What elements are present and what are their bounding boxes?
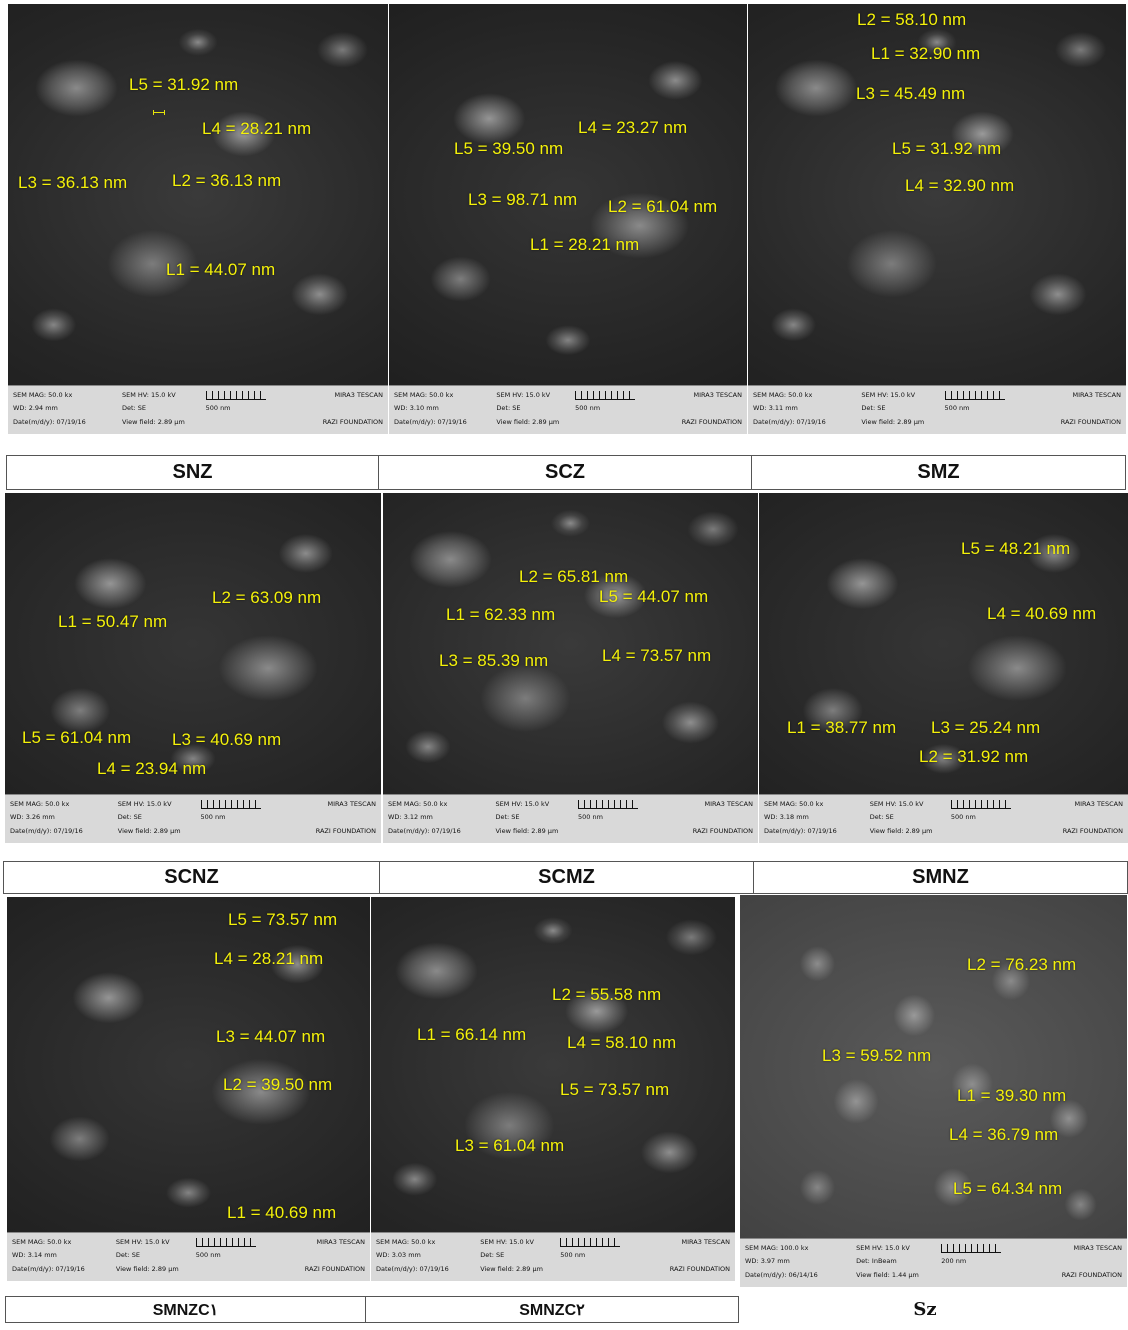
sem-image-sz: L2 = 76.23 nm L3 = 59.52 nm L1 = 39.30 n… (740, 895, 1127, 1287)
measurement-l4: L4 = 23.94 nm (97, 759, 207, 778)
measurement-l4: L4 = 28.21 nm (214, 949, 324, 968)
measurement-l5: L5 = 48.21 nm (961, 539, 1071, 558)
sem-databar: SEM MAG: 50.0 kx SEM HV: 15.0 kV MIRA3 TE… (371, 1232, 735, 1281)
sem-databar: SEM MAG: 50.0 kx SEM HV: 15.0 kV MIRA3 TE… (5, 794, 381, 843)
measurement-l5: L5 = 31.92 nm (892, 139, 1002, 158)
sem-databar: SEM MAG: 50.0 kx SEM HV: 15.0 kV MIRA3 TE… (8, 385, 388, 434)
panel-label-smnz: SMNZ (753, 861, 1128, 894)
measurement-l2: L2 = 76.23 nm (967, 955, 1077, 974)
measurement-l2: L2 = 58.10 nm (857, 10, 967, 29)
scale-bar (941, 1244, 1002, 1253)
micrograph-sz (740, 895, 1127, 1239)
micrograph-smnzc2 (371, 897, 735, 1233)
measurement-l3: L3 = 36.13 nm (18, 173, 128, 192)
sem-databar: SEM MAG: 50.0 kx SEM HV: 15.0 kV MIRA3 TE… (389, 385, 747, 434)
measurement-l1: L1 = 40.69 nm (227, 1203, 337, 1222)
panel-label-smz: SMZ (751, 455, 1126, 490)
micrograph-snz (8, 4, 388, 386)
panel-label-smnzc2: SMNZC۲ (365, 1296, 739, 1323)
sem-image-smz: L2 = 58.10 nm L1 = 32.90 nm L3 = 45.49 n… (748, 4, 1126, 434)
measurement-l3: L3 = 25.24 nm (931, 718, 1041, 737)
scale-bar (575, 391, 636, 400)
measurement-l4: L4 = 73.57 nm (602, 646, 712, 665)
scale-bar (195, 1238, 256, 1247)
measurement-l1: L1 = 50.47 nm (58, 612, 168, 631)
micrograph-smz (748, 4, 1126, 386)
micrograph-smnz (759, 493, 1128, 795)
scale-bar (560, 1238, 621, 1247)
measurement-l2: L2 = 39.50 nm (223, 1075, 333, 1094)
sem-image-smnzc2: L2 = 55.58 nm L1 = 66.14 nm L4 = 58.10 n… (371, 897, 735, 1281)
sem-databar: SEM MAG: 50.0 kx SEM HV: 15.0 kV MIRA3 TE… (7, 1232, 370, 1281)
panel-label-scz: SCZ (378, 455, 752, 490)
scale-bar (578, 800, 638, 809)
measurement-l3: L3 = 61.04 nm (455, 1136, 565, 1155)
panel-label-snz: SNZ (6, 455, 379, 490)
measurement-l1: L1 = 66.14 nm (417, 1025, 527, 1044)
measurement-l3: L3 = 85.39 nm (439, 651, 549, 670)
panel-label-smnzc1: SMNZC١ (5, 1296, 366, 1323)
micrograph-scmz (383, 493, 758, 795)
measurement-l1: L1 = 38.77 nm (787, 718, 897, 737)
measurement-l5: L5 = 31.92 nm (129, 75, 239, 94)
scale-bar (944, 391, 1005, 400)
measurement-l3: L3 = 98.71 nm (468, 190, 578, 209)
measurement-l2: L2 = 63.09 nm (212, 588, 322, 607)
measurement-l5: L5 = 64.34 nm (953, 1179, 1063, 1198)
measurement-l1: L1 = 39.30 nm (957, 1086, 1067, 1105)
sem-image-smnzc1: L5 = 73.57 nm L4 = 28.21 nm L3 = 44.07 n… (7, 897, 370, 1281)
measurement-l1: L1 = 32.90 nm (871, 44, 981, 63)
sem-databar: SEM MAG: 100.0 kx SEM HV: 15.0 kV MIRA3 T… (740, 1238, 1127, 1287)
measurement-l5: L5 = 39.50 nm (454, 139, 564, 158)
measurement-l4: L4 = 36.79 nm (949, 1125, 1059, 1144)
measurement-l3: L3 = 45.49 nm (856, 84, 966, 103)
measurement-l5: L5 = 61.04 nm (22, 728, 132, 747)
sem-databar: SEM MAG: 50.0 kx SEM HV: 15.0 kV MIRA3 TE… (383, 794, 758, 843)
sem-databar: SEM MAG: 50.0 kx SEM HV: 15.0 kV MIRA3 TE… (748, 385, 1126, 434)
measurement-l1: L1 = 28.21 nm (530, 235, 640, 254)
sem-image-scmz: L2 = 65.81 nm L5 = 44.07 nm L1 = 62.33 n… (383, 493, 758, 843)
micrograph-smnzc1 (7, 897, 370, 1233)
measurement-l4: L4 = 32.90 nm (905, 176, 1015, 195)
measurement-l5: L5 = 44.07 nm (599, 587, 709, 606)
measurement-l4: L4 = 28.21 nm (202, 119, 312, 138)
measurement-l1: L1 = 62.33 nm (446, 605, 556, 624)
sem-image-smnz: L5 = 48.21 nm L4 = 40.69 nm L1 = 38.77 n… (759, 493, 1128, 843)
measurement-l3: L3 = 40.69 nm (172, 730, 282, 749)
measurement-l2: L2 = 31.92 nm (919, 747, 1029, 766)
sem-image-snz: L5 = 31.92 nm L4 = 28.21 nm L3 = 36.13 n… (8, 4, 388, 434)
measurement-l2: L2 = 55.58 nm (552, 985, 662, 1004)
scale-bar (950, 800, 1011, 809)
panel-label-sz: Sz (860, 1296, 990, 1323)
measurement-l4: L4 = 23.27 nm (578, 118, 688, 137)
panel-label-scnz: SCNZ (3, 861, 380, 894)
measurement-l4: L4 = 58.10 nm (567, 1033, 677, 1052)
scale-bar (200, 800, 261, 809)
micrograph-scnz (5, 493, 381, 795)
measurement-l5: L5 = 73.57 nm (228, 910, 338, 929)
measurement-l3: L3 = 44.07 nm (216, 1027, 326, 1046)
measure-marker (153, 110, 165, 115)
measurement-l5: L5 = 73.57 nm (560, 1080, 670, 1099)
sem-image-scnz: L2 = 63.09 nm L1 = 50.47 nm L5 = 61.04 n… (5, 493, 381, 843)
measurement-l4: L4 = 40.69 nm (987, 604, 1097, 623)
measurement-l2: L2 = 65.81 nm (519, 567, 629, 586)
micrograph-scz (389, 4, 747, 386)
measurement-l1: L1 = 44.07 nm (166, 260, 276, 279)
sem-image-scz: L4 = 23.27 nm L5 = 39.50 nm L3 = 98.71 n… (389, 4, 747, 434)
measurement-l2: L2 = 36.13 nm (172, 171, 282, 190)
panel-label-scmz: SCMZ (379, 861, 754, 894)
measurement-l2: L2 = 61.04 nm (608, 197, 718, 216)
sem-databar: SEM MAG: 50.0 kx SEM HV: 15.0 kV MIRA3 TE… (759, 794, 1128, 843)
measurement-l3: L3 = 59.52 nm (822, 1046, 932, 1065)
scale-bar (205, 391, 266, 400)
